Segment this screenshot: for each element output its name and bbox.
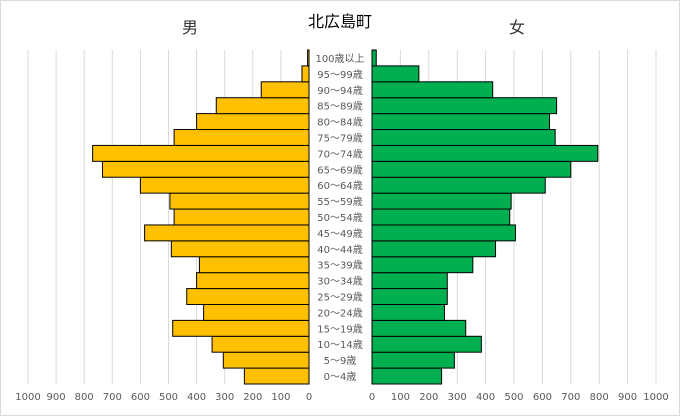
age-category-label: 95～99歳 — [317, 69, 362, 81]
female-bar — [371, 65, 420, 83]
female-bar — [371, 113, 550, 131]
female-bar — [371, 81, 494, 99]
male-bars — [92, 49, 310, 385]
male-bar — [169, 192, 310, 210]
x-tick-label-right: 600 — [533, 392, 552, 403]
male-bar — [170, 240, 310, 258]
female-bar — [371, 288, 448, 305]
female-bars — [371, 49, 599, 385]
x-axis-tick-labels: 1000 900 800 700 600 500 400 300 200 100 0 0 100 200 3… — [15, 392, 668, 403]
male-bar — [198, 256, 310, 274]
x-tick-label-right: 800 — [590, 392, 609, 403]
age-category-label: 30～34歳 — [317, 276, 362, 288]
female-bar — [371, 129, 556, 146]
female-bar — [371, 256, 474, 274]
x-tick-label-right: 400 — [476, 392, 495, 403]
female-bar — [371, 160, 572, 178]
female-bar — [371, 303, 445, 321]
age-category-label: 45～49歳 — [317, 228, 362, 240]
male-bar — [139, 176, 310, 194]
x-tick-label-left: 800 — [75, 392, 94, 403]
x-tick-label-right: 300 — [448, 392, 467, 403]
x-tick-label-left: 1000 — [15, 392, 40, 403]
age-category-label: 0～4歳 — [324, 371, 357, 383]
x-tick-label-right: 0 — [369, 392, 375, 403]
age-category-label: 10～14歳 — [317, 339, 362, 351]
female-bar — [371, 272, 448, 290]
age-category-labels: 0～4歳 5～9歳 10～14歳 15～19歳 20～24歳 25～29歳 30～34歳 35… — [315, 53, 364, 383]
male-bar — [215, 97, 310, 115]
age-category-label: 20～24歳 — [317, 307, 362, 319]
female-bar — [371, 176, 546, 194]
female-bar — [371, 240, 497, 258]
age-category-label: 25～29歳 — [317, 292, 362, 304]
female-bar — [371, 49, 377, 67]
x-tick-label-right: 700 — [561, 392, 580, 403]
x-tick-label-right: 100 — [391, 392, 410, 403]
x-tick-label-left: 700 — [103, 392, 122, 403]
female-bar — [371, 192, 512, 210]
male-bar — [203, 303, 310, 321]
age-category-label: 5～9歳 — [324, 355, 357, 367]
x-tick-label-left: 300 — [215, 392, 234, 403]
male-side-label: 男 — [182, 18, 198, 37]
age-category-label: 75～79歳 — [317, 132, 362, 144]
male-bar — [307, 49, 310, 67]
age-category-label: 60～64歳 — [317, 180, 362, 192]
female-bar — [371, 224, 516, 242]
x-tick-label-left: 100 — [271, 392, 290, 403]
x-tick-label-left: 0 — [306, 392, 312, 403]
female-bar — [371, 144, 599, 162]
age-category-label: 80～84歳 — [317, 117, 362, 129]
male-bar — [172, 319, 310, 337]
male-bar — [101, 160, 310, 178]
x-tick-label-left: 600 — [131, 392, 150, 403]
female-bar — [371, 97, 558, 115]
chart-title: 北広島町 — [308, 12, 372, 31]
age-category-label: 35～39歳 — [317, 260, 362, 272]
age-category-label: 70～74歳 — [317, 148, 362, 160]
male-bar — [260, 81, 310, 99]
x-tick-label-left: 900 — [47, 392, 66, 403]
x-tick-label-right: 500 — [504, 392, 523, 403]
x-tick-label-right: 1000 — [643, 392, 668, 403]
female-bar — [371, 208, 511, 226]
age-category-label: 55～59歳 — [317, 196, 362, 208]
female-bar — [371, 351, 455, 369]
male-bar — [92, 144, 310, 162]
age-category-label: 100歳以上 — [315, 53, 364, 65]
age-category-label: 65～69歳 — [317, 164, 362, 176]
age-category-label: 50～54歳 — [317, 212, 362, 224]
male-bar — [173, 208, 310, 226]
x-tick-label-left: 500 — [159, 392, 178, 403]
female-bar — [371, 319, 467, 337]
x-tick-label-right: 200 — [419, 392, 438, 403]
male-bar — [211, 335, 310, 353]
x-tick-label-left: 200 — [243, 392, 262, 403]
male-bar — [173, 129, 310, 146]
female-bar — [371, 367, 443, 385]
female-bar — [371, 335, 482, 353]
x-tick-label-left: 400 — [187, 392, 206, 403]
male-bar — [222, 351, 310, 369]
age-category-label: 90～94歳 — [317, 85, 362, 97]
male-bar — [196, 113, 310, 131]
male-bar — [301, 65, 310, 83]
x-tick-label-right: 900 — [618, 392, 637, 403]
male-bar — [196, 272, 310, 290]
male-bar — [243, 367, 310, 385]
male-bar — [144, 224, 310, 242]
age-category-label: 15～19歳 — [317, 323, 362, 335]
age-category-label: 40～44歳 — [317, 244, 362, 256]
male-bar — [186, 288, 310, 305]
female-side-label: 女 — [509, 18, 525, 37]
age-category-label: 85～89歳 — [317, 101, 362, 113]
